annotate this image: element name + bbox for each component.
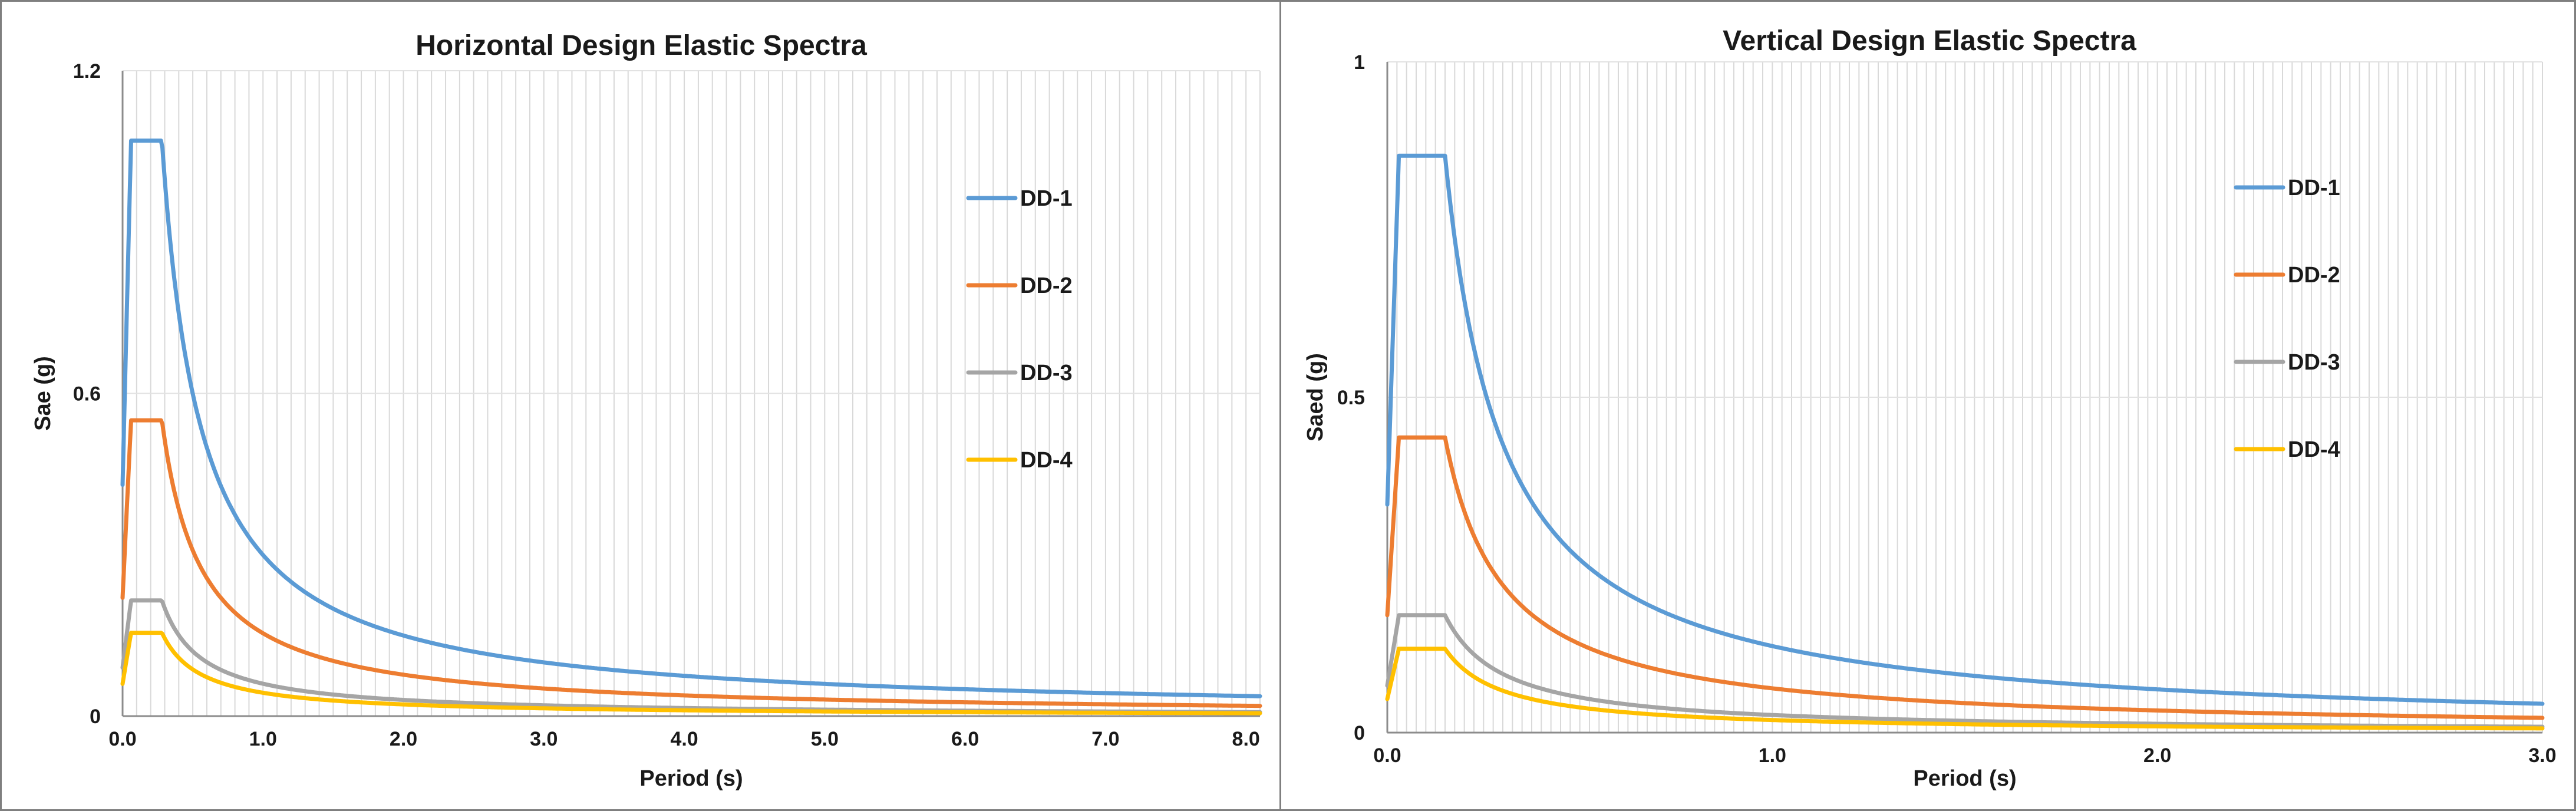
x-tick-label: 1.0: [1759, 744, 1786, 767]
x-tick-label: 0.0: [108, 728, 136, 750]
x-tick-label: 3.0: [530, 728, 558, 750]
y-tick-label: 0.5: [1337, 387, 1365, 409]
y-axis-title: Saed (g): [1303, 353, 1328, 441]
series-group: [1385, 153, 2545, 731]
x-tick-label: 6.0: [951, 728, 979, 750]
x-tick-label: 2.0: [2143, 744, 2171, 767]
legend-label-dd-1: DD-1: [2288, 176, 2340, 200]
vertical-spectra-chart: 0.0 1.0 2.0 3.0 0 0.5 1 Vertical Design Elastic…: [1303, 25, 2557, 791]
x-tick-label: 7.0: [1091, 728, 1119, 750]
legend-label-dd-1: DD-1: [1020, 186, 1073, 211]
x-tick-label: 8.0: [1232, 728, 1260, 750]
horizontal-gridlines: [123, 70, 1260, 717]
legend: DD-1 DD-2 DD-3 DD-4: [2234, 176, 2340, 462]
x-tick-label: 2.0: [390, 728, 417, 750]
legend-label-dd-2: DD-2: [2288, 263, 2340, 288]
x-axis-title: Period (s): [639, 766, 743, 791]
y-tick-label: 0: [1354, 722, 1365, 744]
horizontal-spectra-panel: 0.0 1.0 2.0 3.0 4.0 5.0 6.0 7.0 8.0 0 0.6 1.2 Horizo…: [0, 0, 1281, 811]
legend-label-dd-2: DD-2: [1020, 273, 1073, 298]
series-line-dd-1: [120, 139, 1262, 698]
y-tick-label: 1: [1354, 51, 1365, 74]
series-line-dd-1: [1385, 153, 2545, 706]
series-line-dd-4: [1385, 647, 2545, 731]
vertical-spectra-panel: 0.0 1.0 2.0 3.0 0 0.5 1 Vertical Design Elastic…: [1279, 0, 2576, 811]
legend-label-dd-3: DD-3: [1020, 361, 1073, 385]
legend-label-dd-4: DD-4: [1020, 448, 1073, 473]
series-line-dd-2: [1385, 435, 2545, 720]
series-line-dd-4: [120, 631, 1262, 716]
x-tick-label: 5.0: [811, 728, 839, 750]
y-tick-label: 0.6: [73, 383, 101, 406]
chart-title: Vertical Design Elastic Spectra: [1723, 25, 2136, 57]
horizontal-spectra-chart: 0.0 1.0 2.0 3.0 4.0 5.0 6.0 7.0 8.0 0 0.6 1.2 Horizo…: [31, 30, 1262, 791]
x-tick-label: 1.0: [249, 728, 277, 750]
y-axis-title: Sae (g): [31, 356, 55, 431]
legend: DD-1 DD-2 DD-3 DD-4: [966, 186, 1073, 473]
x-tick-label: 3.0: [2528, 744, 2556, 767]
legend-label-dd-3: DD-3: [2288, 350, 2340, 375]
chart-title: Horizontal Design Elastic Spectra: [415, 30, 867, 61]
series-group: [120, 139, 1262, 716]
y-tick-label: 0: [90, 705, 101, 728]
x-axis-title: Period (s): [1913, 766, 2016, 791]
x-tick-label: 4.0: [670, 728, 698, 750]
y-tick-label: 1.2: [73, 60, 101, 83]
series-line-dd-2: [120, 418, 1262, 708]
legend-label-dd-4: DD-4: [2288, 437, 2340, 462]
x-tick-label: 0.0: [1373, 744, 1401, 767]
